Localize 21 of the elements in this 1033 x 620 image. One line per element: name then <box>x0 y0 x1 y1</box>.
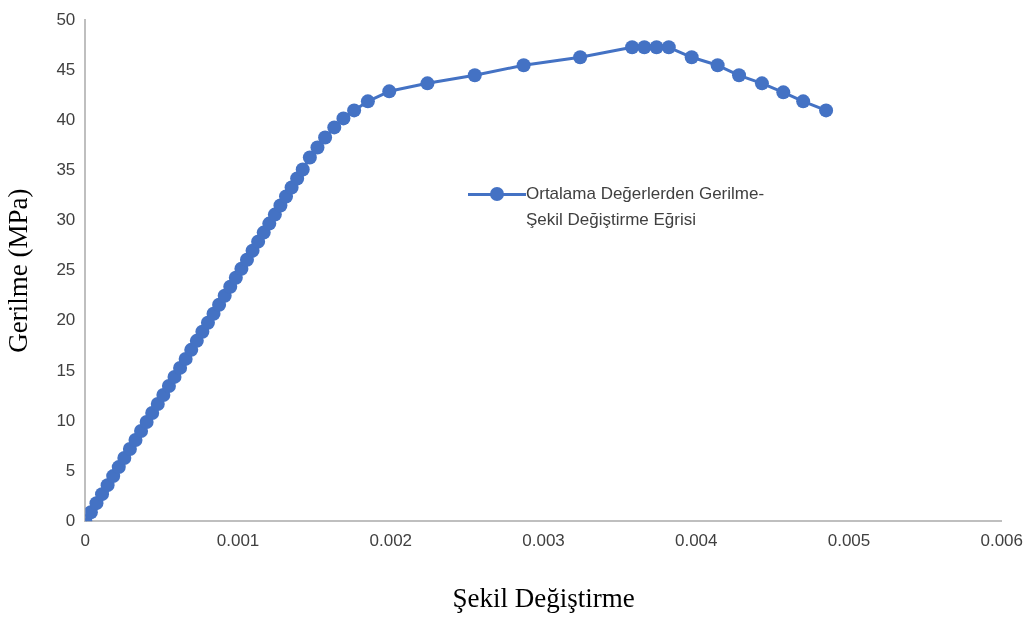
y-tick-label: 20 <box>56 310 76 330</box>
y-tick-label: 15 <box>56 360 76 380</box>
x-tick-label: 0.005 <box>827 531 871 551</box>
x-tick-label: 0.004 <box>674 531 718 551</box>
y-tick-label: 30 <box>56 210 76 230</box>
y-tick-label: 40 <box>56 110 76 130</box>
x-axis-title: Şekil Değiştirme <box>452 582 635 613</box>
x-tick-label: 0.003 <box>522 531 565 551</box>
y-tick-label: 25 <box>56 260 76 280</box>
legend-label: Ortalama Değerlerden Gerilme-Şekil Değiştirme Eğrisi <box>526 183 766 231</box>
x-tick-label: 0.001 <box>216 531 260 551</box>
y-tick-label: 45 <box>56 59 76 79</box>
y-axis-title: Gerilme (MPa) <box>3 188 34 353</box>
y-tick-label: 50 <box>56 9 76 29</box>
y-tick-label: 10 <box>56 410 76 430</box>
x-tick-label: 0.002 <box>369 531 413 551</box>
y-tick-label: 5 <box>65 460 76 480</box>
y-tick-label: 35 <box>56 160 76 180</box>
y-tick-label: 0 <box>65 510 76 530</box>
x-tick-label: 0.006 <box>980 531 1023 551</box>
x-tick-label: 0 <box>80 531 91 551</box>
